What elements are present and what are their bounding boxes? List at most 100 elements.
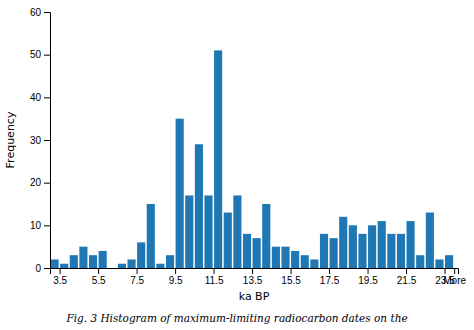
tick-label: 7.5 — [130, 275, 144, 286]
tick-mark — [175, 268, 176, 274]
tick: 17.5 — [320, 268, 340, 286]
tick: 3.5 — [53, 268, 67, 286]
bar — [108, 268, 116, 269]
plot: 3.55.57.59.511.513.515.517.519.521.523.5… — [4, 7, 466, 303]
bar — [118, 264, 126, 268]
bar — [253, 238, 261, 268]
tick-mark — [406, 268, 407, 274]
bar — [387, 234, 395, 268]
tick-mark — [291, 268, 292, 274]
bar — [281, 247, 289, 268]
tick: 21.5 — [397, 268, 417, 286]
bar — [79, 247, 87, 268]
tick-label: 30 — [30, 135, 42, 146]
tick: 5.5 — [92, 268, 106, 286]
bar — [166, 255, 174, 268]
tick: 40 — [30, 92, 50, 103]
axis-line — [44, 13, 51, 269]
bar — [137, 242, 145, 268]
bar — [291, 251, 299, 268]
tick: 50 — [30, 49, 50, 60]
bar — [445, 255, 453, 268]
bar — [358, 234, 366, 268]
tick-label: 21.5 — [397, 275, 417, 286]
tick: More — [443, 268, 466, 286]
tick-label: 17.5 — [320, 275, 340, 286]
tick-label: More — [443, 275, 466, 286]
bar — [51, 259, 59, 268]
bar — [272, 247, 280, 268]
x-axis: 3.55.57.59.511.513.515.517.519.521.523.5… — [51, 268, 467, 286]
tick: 0 — [35, 263, 50, 274]
tick-mark — [445, 268, 446, 274]
chart: 3.55.57.59.511.513.515.517.519.521.523.5… — [0, 0, 474, 330]
tick-mark — [44, 55, 50, 56]
axis-line — [51, 269, 459, 275]
bar — [60, 264, 68, 268]
tick-label: 5.5 — [92, 275, 106, 286]
tick-mark — [137, 268, 138, 274]
bar — [70, 255, 78, 268]
bars — [51, 50, 454, 268]
tick-label: 60 — [30, 7, 42, 18]
tick-mark — [44, 97, 50, 98]
tick: 30 — [30, 135, 50, 146]
tick-label: 3.5 — [53, 275, 67, 286]
bar — [195, 144, 203, 268]
bar — [426, 213, 434, 268]
bar — [320, 234, 328, 268]
tick-label: 9.5 — [169, 275, 183, 286]
bar — [99, 251, 107, 268]
tick: 20 — [30, 177, 50, 188]
bar — [224, 213, 232, 268]
bar — [397, 234, 405, 268]
x-axis-title: ka BP — [239, 290, 270, 303]
caption: Fig. 3 Histogram of maximum-limiting rad… — [65, 312, 407, 324]
y-axis: 0 10 20 30 40 50 60 — [30, 7, 51, 274]
bar — [349, 225, 357, 268]
bar — [147, 204, 155, 268]
tick-mark — [252, 268, 253, 274]
bar — [301, 255, 309, 268]
tick: 19.5 — [358, 268, 378, 286]
tick: 10 — [30, 220, 50, 231]
bar — [127, 259, 135, 268]
tick: 60 — [30, 7, 50, 18]
tick-label: 0 — [35, 263, 41, 274]
bar — [310, 259, 318, 268]
tick-mark — [329, 268, 330, 274]
tick-label: 15.5 — [281, 275, 301, 286]
tick-mark — [98, 268, 99, 274]
tick-mark — [44, 268, 50, 269]
tick-label: 50 — [30, 49, 42, 60]
bar — [435, 259, 443, 268]
tick-mark — [44, 140, 50, 141]
tick-mark — [214, 268, 215, 274]
y-axis-title: Frequency — [4, 111, 17, 168]
tick: 9.5 — [169, 268, 183, 286]
bar — [156, 264, 164, 268]
tick-label: 13.5 — [243, 275, 263, 286]
bar — [243, 234, 251, 268]
tick-label: 40 — [30, 92, 42, 103]
tick-label: 10 — [30, 220, 42, 231]
bar — [368, 225, 376, 268]
bar — [330, 238, 338, 268]
bar — [262, 204, 270, 268]
tick-label: 11.5 — [205, 275, 224, 286]
tick: 11.5 — [205, 268, 224, 286]
bar — [407, 221, 415, 268]
tick-mark — [44, 183, 50, 184]
tick-mark — [454, 268, 455, 274]
bar — [339, 217, 347, 268]
tick-label: 20 — [30, 177, 42, 188]
tick-mark — [44, 225, 50, 226]
tick-mark — [368, 268, 369, 274]
bar — [176, 119, 184, 268]
bar — [204, 195, 212, 268]
bar — [416, 255, 424, 268]
bar — [214, 50, 222, 268]
tick: 7.5 — [130, 268, 144, 286]
bar — [233, 195, 241, 268]
tick: 15.5 — [281, 268, 301, 286]
